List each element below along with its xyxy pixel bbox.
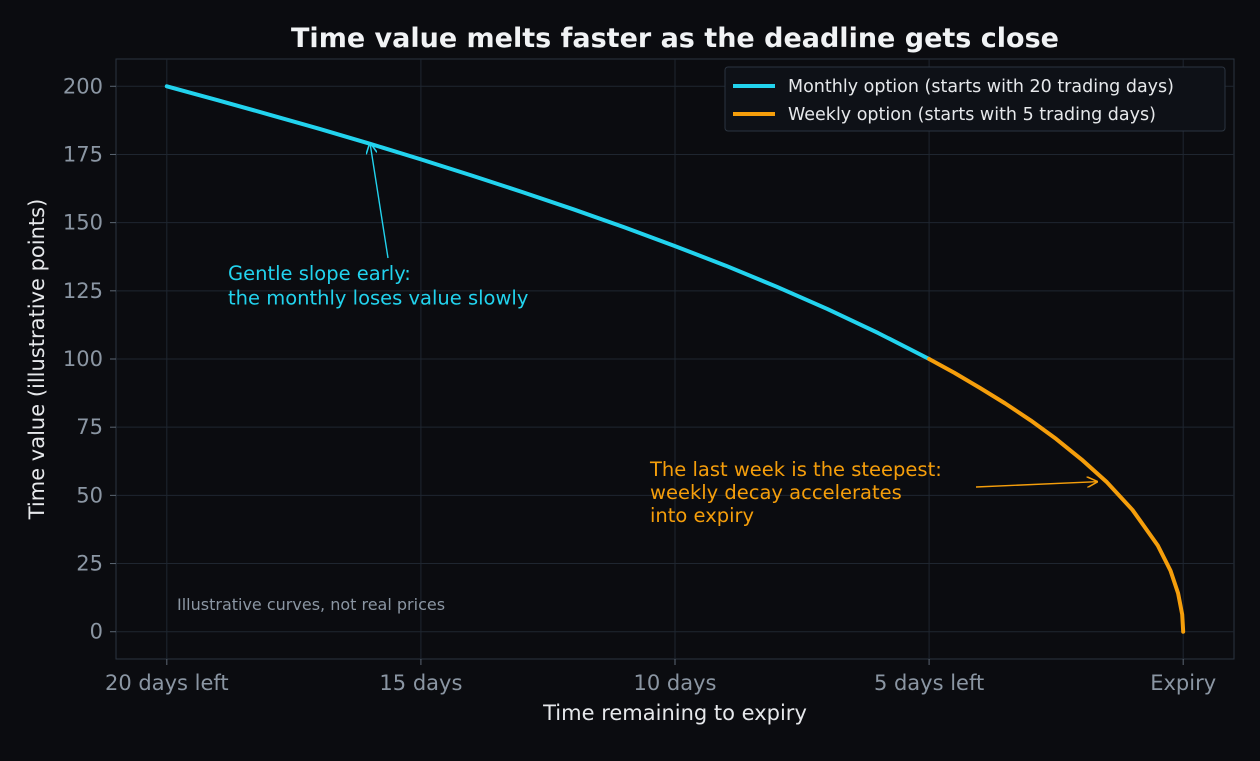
x-tick-label: 10 days xyxy=(634,671,717,695)
series-line-monthly xyxy=(164,84,932,361)
legend: Monthly option (starts with 20 trading d… xyxy=(724,66,1226,132)
annotation-text: The last week is the steepest: weekly dec… xyxy=(649,458,942,527)
series-lines xyxy=(164,84,1186,634)
annotation-line: The last week is the steepest: xyxy=(649,458,942,481)
grid-lines xyxy=(116,59,1234,659)
x-axis-label: Time remaining to expiry xyxy=(542,701,807,725)
annotation-arrow xyxy=(370,144,389,259)
x-tick-label: 5 days left xyxy=(874,671,984,695)
annotation-arrow xyxy=(975,482,1097,487)
x-tick-label: 20 days left xyxy=(105,671,229,695)
y-tick-label: 200 xyxy=(63,74,103,98)
annotations: Gentle slope early: the monthly loses val… xyxy=(228,144,1097,527)
x-tick-label: Expiry xyxy=(1150,671,1216,695)
axis-ticks: 20 days left 15 days 10 days 5 days left Exp… xyxy=(63,74,1216,695)
annotation-line: into expiry xyxy=(650,504,754,527)
y-tick-label: 50 xyxy=(76,483,103,507)
annotation-text: Gentle slope early: the monthly loses val… xyxy=(228,262,528,310)
annotation-line: weekly decay accelerates xyxy=(650,481,902,504)
footnote: Illustrative curves, not real prices xyxy=(177,595,445,614)
y-tick-label: 100 xyxy=(63,347,103,371)
y-axis-label: Time value (illustrative points) xyxy=(25,199,49,521)
annotation-line: the monthly loses value slowly xyxy=(228,287,528,310)
y-tick-label: 75 xyxy=(76,415,103,439)
annotation-line: Gentle slope early: xyxy=(228,262,411,285)
series-line-weekly xyxy=(927,357,1186,634)
y-tick-label: 175 xyxy=(63,142,103,166)
y-tick-label: 125 xyxy=(63,279,103,303)
y-tick-label: 150 xyxy=(63,211,103,235)
legend-box xyxy=(724,66,1226,132)
x-tick-label: 15 days xyxy=(379,671,462,695)
chart-title: Time value melts faster as the deadline … xyxy=(291,23,1059,54)
legend-label-monthly: Monthly option (starts with 20 trading d… xyxy=(788,77,1174,97)
y-tick-label: 0 xyxy=(90,620,103,644)
legend-label-weekly: Weekly option (starts with 5 trading day… xyxy=(788,105,1156,125)
y-tick-label: 25 xyxy=(76,552,103,576)
